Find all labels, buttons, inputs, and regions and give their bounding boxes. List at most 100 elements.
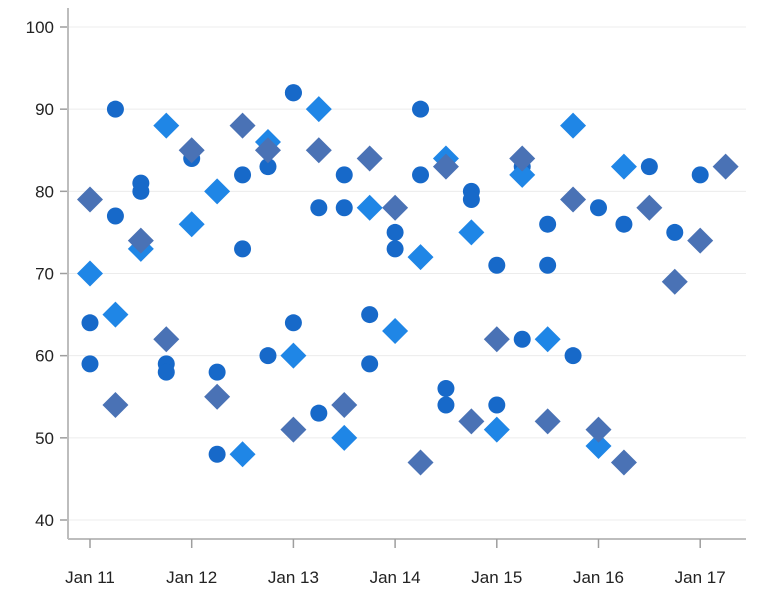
x-tick-label: Jan 17 xyxy=(675,568,726,587)
scatter-point-diamond xyxy=(661,268,688,295)
scatter-point-circle xyxy=(81,314,99,332)
scatter-point-circle xyxy=(462,191,480,209)
scatter-point-diamond xyxy=(127,227,154,254)
scatter-point-circle xyxy=(488,396,506,414)
scatter-point-circle xyxy=(513,330,531,348)
axis-layer: 40 50 60 70 80 90 100 Jan 11 Jan 12 Jan 13 Jan 14 J… xyxy=(26,8,746,587)
scatter-point-diamond xyxy=(712,153,739,180)
scatter-point-circle xyxy=(666,223,684,241)
scatter-point-diamond xyxy=(534,408,561,435)
scatter-point-diamond xyxy=(305,96,332,123)
scatter-point-diamond xyxy=(153,326,180,353)
x-tick-label: Jan 11 xyxy=(65,568,115,587)
scatter-point-diamond xyxy=(585,416,612,443)
scatter-point-circle xyxy=(284,84,302,102)
scatter-point-diamond xyxy=(254,137,281,164)
scatter-point-circle xyxy=(106,207,124,225)
scatter-point-circle xyxy=(564,347,582,365)
scatter-point-diamond xyxy=(305,137,332,164)
scatter-point-circle xyxy=(106,100,124,118)
y-tick-label: 50 xyxy=(35,429,54,448)
scatter-point-circle xyxy=(335,199,353,217)
scatter-point-circle xyxy=(157,363,175,381)
y-tick-label: 80 xyxy=(35,182,54,201)
x-tick-label: Jan 14 xyxy=(370,568,421,587)
scatter-point-circle xyxy=(590,199,607,217)
scatter-point-diamond xyxy=(610,153,637,180)
scatter-point-diamond xyxy=(204,178,231,205)
scatter-point-diamond xyxy=(509,161,536,188)
scatter-point-circle xyxy=(437,380,455,398)
scatter-point-circle xyxy=(361,306,379,324)
scatter-point-diamond xyxy=(331,424,358,451)
scatter-point-diamond xyxy=(331,391,358,418)
y-tick-label: 60 xyxy=(35,347,54,366)
scatter-point-diamond xyxy=(458,219,485,246)
scatter-point-diamond xyxy=(178,211,205,238)
scatter-point-diamond xyxy=(204,383,231,410)
scatter-point-diamond xyxy=(407,244,434,271)
scatter-point-circle xyxy=(488,256,506,274)
y-tick-label: 70 xyxy=(35,265,54,284)
scatter-point-circle xyxy=(234,240,252,258)
scatter-point-circle xyxy=(539,256,557,274)
scatter-point-circle xyxy=(132,182,150,200)
scatter-point-diamond xyxy=(585,433,612,460)
scatter-point-diamond xyxy=(77,260,103,287)
scatter-point-circle xyxy=(310,404,328,422)
scatter-point-diamond xyxy=(382,194,409,221)
scatter-point-diamond xyxy=(432,153,459,180)
scatter-point-diamond xyxy=(636,194,663,221)
x-tick-label: Jan 13 xyxy=(268,568,319,587)
scatter-point-diamond xyxy=(458,408,485,435)
scatter-point-diamond xyxy=(356,194,383,221)
scatter-point-diamond xyxy=(102,301,129,328)
scatter-point-circle xyxy=(310,199,328,217)
y-tick-label: 40 xyxy=(35,511,54,530)
x-tick-label: Jan 12 xyxy=(166,568,217,587)
scatter-point-circle xyxy=(234,166,252,184)
marks-layer xyxy=(77,84,739,476)
scatter-point-diamond xyxy=(153,112,180,139)
scatter-point-circle xyxy=(386,223,404,241)
scatter-point-diamond xyxy=(483,326,510,353)
y-tick-label: 100 xyxy=(26,18,54,37)
scatter-point-circle xyxy=(259,347,277,365)
scatter-point-circle xyxy=(412,166,430,184)
scatter-point-diamond xyxy=(229,441,256,468)
scatter-point-diamond xyxy=(382,318,409,345)
scatter-point-diamond xyxy=(534,326,561,353)
scatter-point-circle xyxy=(437,396,455,414)
scatter-point-diamond xyxy=(102,391,129,418)
scatter-point-circle xyxy=(640,158,658,176)
scatter-point-diamond xyxy=(560,112,587,139)
grid-layer xyxy=(68,26,746,521)
scatter-point-diamond xyxy=(280,342,307,369)
scatter-point-diamond xyxy=(356,145,383,172)
scatter-point-circle xyxy=(335,166,353,184)
scatter-point-diamond xyxy=(280,416,307,443)
scatter-point-diamond xyxy=(77,186,103,213)
y-tick-label: 90 xyxy=(35,100,54,119)
scatter-point-diamond xyxy=(229,112,256,139)
scatter-point-diamond xyxy=(560,186,587,213)
scatter-point-diamond xyxy=(509,145,536,172)
scatter-point-circle xyxy=(412,100,430,118)
scatter-point-circle xyxy=(691,166,709,184)
scatter-point-circle xyxy=(361,355,379,373)
scatter-point-circle xyxy=(81,355,99,373)
scatter-point-circle xyxy=(208,363,226,381)
scatter-point-circle xyxy=(284,314,302,332)
scatter-point-circle xyxy=(615,215,633,233)
scatter-point-diamond xyxy=(407,449,434,476)
scatter-point-diamond xyxy=(483,416,510,443)
scatter-point-diamond xyxy=(178,137,205,164)
scatter-point-diamond xyxy=(687,227,714,254)
x-tick-label: Jan 15 xyxy=(471,568,522,587)
scatter-point-circle xyxy=(539,215,557,233)
scatter-point-diamond xyxy=(610,449,637,476)
scatter-point-circle xyxy=(208,445,226,463)
x-tick-label: Jan 16 xyxy=(573,568,624,587)
